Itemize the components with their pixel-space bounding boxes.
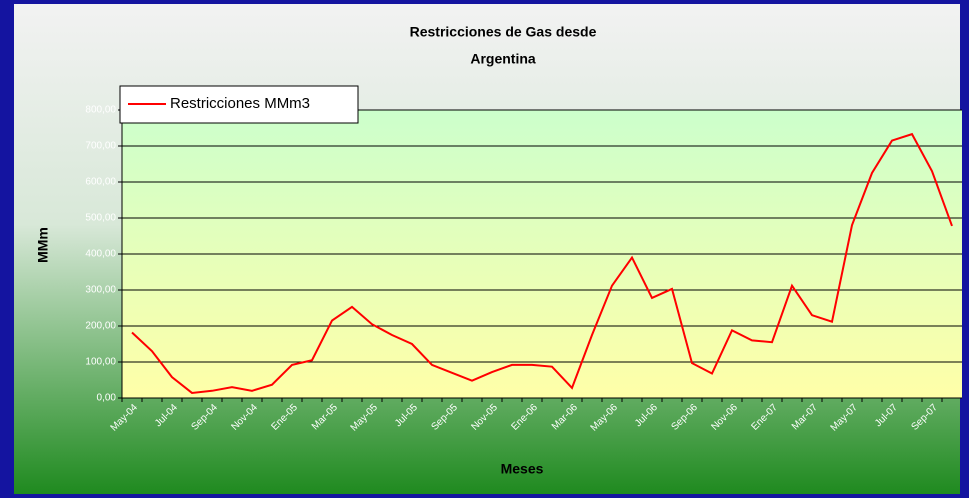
y-tick-label: 300,00 [85, 285, 116, 296]
y-tick-label: 500,00 [85, 213, 116, 224]
y-tick-label: 0,00 [97, 393, 117, 404]
data-line [131, 132, 953, 394]
y-axis-label: MMm [35, 227, 51, 263]
y-tick-label: 600,00 [85, 177, 116, 188]
y-tick-label: 400,00 [85, 249, 116, 260]
y-tick-label: 200,00 [85, 321, 116, 332]
y-tick-label: 700,00 [85, 141, 116, 152]
y-tick-label: 100,00 [85, 357, 116, 368]
legend-label: Restricciones MMm3 [170, 95, 310, 112]
x-axis-label: Meses [501, 461, 544, 477]
chart-title: Restricciones de Gas desde [410, 24, 597, 40]
y-tick-label: 800,00 [85, 105, 116, 116]
chart-title: Argentina [470, 51, 536, 67]
